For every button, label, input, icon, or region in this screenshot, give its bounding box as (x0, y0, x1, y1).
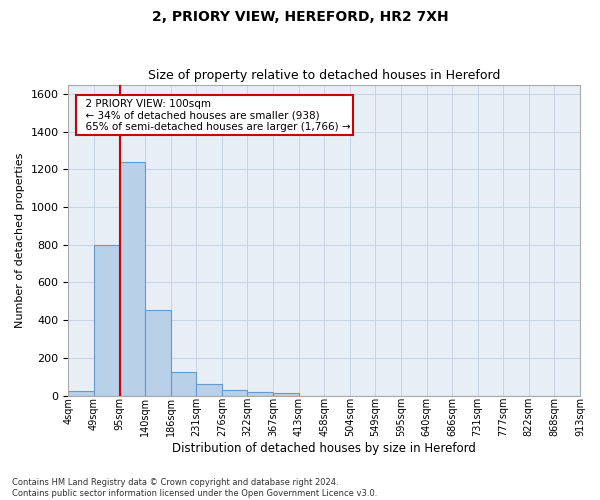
Y-axis label: Number of detached properties: Number of detached properties (15, 152, 25, 328)
Bar (273, 392, 299, 396)
Text: 2 PRIORY VIEW: 100sqm
  ← 34% of detached houses are smaller (938)
  65% of semi: 2 PRIORY VIEW: 100sqm ← 34% of detached … (79, 98, 350, 132)
Bar (222, 390, 247, 396)
Bar (119, 162, 145, 396)
Text: 2, PRIORY VIEW, HEREFORD, HR2 7XH: 2, PRIORY VIEW, HEREFORD, HR2 7XH (152, 10, 448, 24)
Bar (196, 384, 222, 396)
Bar (145, 310, 171, 396)
Text: Contains HM Land Registry data © Crown copyright and database right 2024.
Contai: Contains HM Land Registry data © Crown c… (12, 478, 377, 498)
Bar (247, 392, 273, 396)
Bar (94, 245, 119, 396)
Title: Size of property relative to detached houses in Hereford: Size of property relative to detached ho… (148, 69, 500, 82)
Bar (68, 391, 94, 396)
X-axis label: Distribution of detached houses by size in Hereford: Distribution of detached houses by size … (172, 442, 476, 455)
Bar (171, 372, 196, 396)
